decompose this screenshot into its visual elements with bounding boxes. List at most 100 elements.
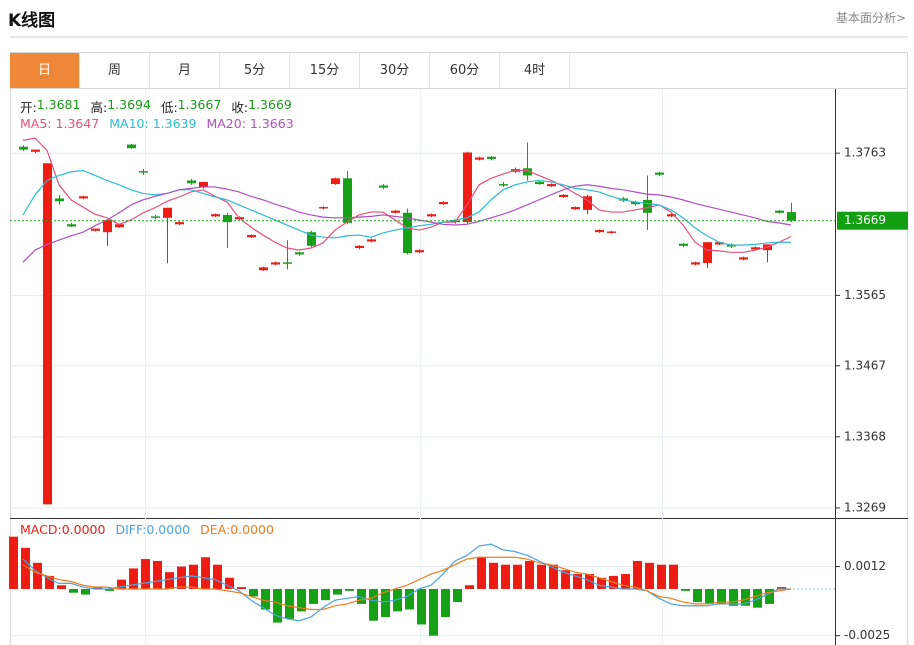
candle-body [343, 178, 352, 223]
candle-body [319, 207, 328, 209]
macd-bar [417, 588, 426, 625]
macd-bar [93, 587, 102, 589]
macd-bar [765, 588, 774, 604]
macd-bar [741, 588, 750, 606]
legend-value: 1.3639 [152, 116, 197, 131]
candle-body [403, 212, 412, 254]
candle-body [607, 231, 616, 233]
ohlc-label: 低: [160, 100, 178, 115]
macd-bar [333, 588, 342, 595]
macd-bar [237, 587, 246, 589]
candle-body [79, 196, 88, 199]
candle-body [115, 224, 124, 228]
y-tick-label: 1.3269 [844, 500, 886, 514]
candle-body [331, 178, 340, 185]
candle-body [439, 202, 448, 205]
candle-body [91, 228, 100, 231]
period-tab[interactable]: 15分 [290, 53, 360, 88]
candle-body [775, 210, 784, 213]
candle-body [55, 198, 64, 202]
candle-body [559, 194, 568, 197]
y-tick-label: 1.3467 [844, 358, 886, 372]
candle-body [751, 247, 760, 250]
period-tab[interactable]: 5分 [220, 53, 290, 88]
macd-bar [225, 577, 234, 589]
macd-bar [597, 577, 606, 589]
macd-bar [393, 588, 402, 612]
legend-label: MA5: [20, 116, 52, 131]
macd-bar [129, 568, 138, 589]
y-tick-label: 1.3763 [844, 146, 886, 160]
candle-body [415, 250, 424, 253]
candle-body [67, 224, 76, 227]
macd-bar [105, 588, 114, 591]
macd-bar [573, 574, 582, 589]
candle-body [187, 180, 196, 184]
macd-bar [453, 588, 462, 603]
candle-body [295, 252, 304, 255]
candle-body [487, 156, 496, 159]
macd-bar [621, 574, 630, 589]
candle-body [307, 232, 316, 246]
macd-bar [201, 557, 210, 589]
candle-body [535, 181, 544, 185]
overlay-layer: 1.3669 [10, 211, 908, 622]
candle-body [151, 216, 160, 218]
period-tab[interactable]: 4时 [500, 53, 570, 88]
macd-bar [777, 587, 786, 589]
candle-body [667, 214, 676, 217]
candle-body [103, 219, 112, 233]
line-series [22, 543, 791, 622]
period-tab[interactable]: 日 [10, 53, 80, 88]
ohlc-value: 1.3669 [248, 97, 292, 112]
macd-bar [441, 588, 450, 617]
legend-value: 0.0000 [61, 522, 106, 537]
macd-bar [285, 588, 294, 619]
marks-layer [9, 137, 796, 636]
macd-bar [585, 574, 594, 589]
candle-body [379, 185, 388, 188]
current-price-box [837, 211, 908, 230]
period-tab[interactable]: 30分 [360, 53, 430, 88]
macd-bar [501, 564, 510, 589]
candle-body [259, 267, 268, 271]
candle-body [523, 168, 532, 176]
candle-body [19, 146, 28, 150]
candle-body [427, 214, 436, 217]
macd-bar [369, 588, 378, 621]
macd-bar [273, 588, 282, 623]
candle-body [271, 262, 280, 265]
macd-legend: MACD: 0.0000 DIFF: 0.0000 DEA: 0.0000 [20, 522, 284, 537]
y-tick-label: 1.3565 [844, 288, 886, 302]
candle-body [595, 230, 604, 233]
macd-bar [513, 564, 522, 589]
period-tab[interactable]: 60分 [430, 53, 500, 88]
macd-bar [141, 559, 150, 589]
legend-label: MACD: [20, 522, 62, 537]
candle-body [571, 207, 580, 210]
macd-bar [309, 588, 318, 604]
macd-bar [165, 572, 174, 589]
macd-bar [261, 588, 270, 610]
candle-body [787, 212, 796, 221]
period-tab[interactable]: 月 [150, 53, 220, 88]
legend-label: MA20: [206, 116, 246, 131]
macd-bar [657, 564, 666, 589]
candle-body [547, 184, 556, 187]
page-title: K线图 [8, 11, 56, 31]
candle-body [739, 257, 748, 260]
macd-bar [321, 588, 330, 601]
candle-body [499, 184, 508, 186]
macd-bar [33, 562, 42, 589]
macd-bar [81, 588, 90, 595]
macd-bar [345, 588, 354, 591]
macd-bar [213, 564, 222, 589]
line-series [22, 169, 791, 246]
candle-body [475, 157, 484, 160]
period-tab[interactable]: 周 [80, 53, 150, 88]
y-tick-label: 0.0012 [844, 559, 886, 573]
fundamental-link[interactable]: 基本面分析> [835, 11, 906, 25]
macd-bar [381, 588, 390, 617]
candle-body [283, 262, 292, 264]
